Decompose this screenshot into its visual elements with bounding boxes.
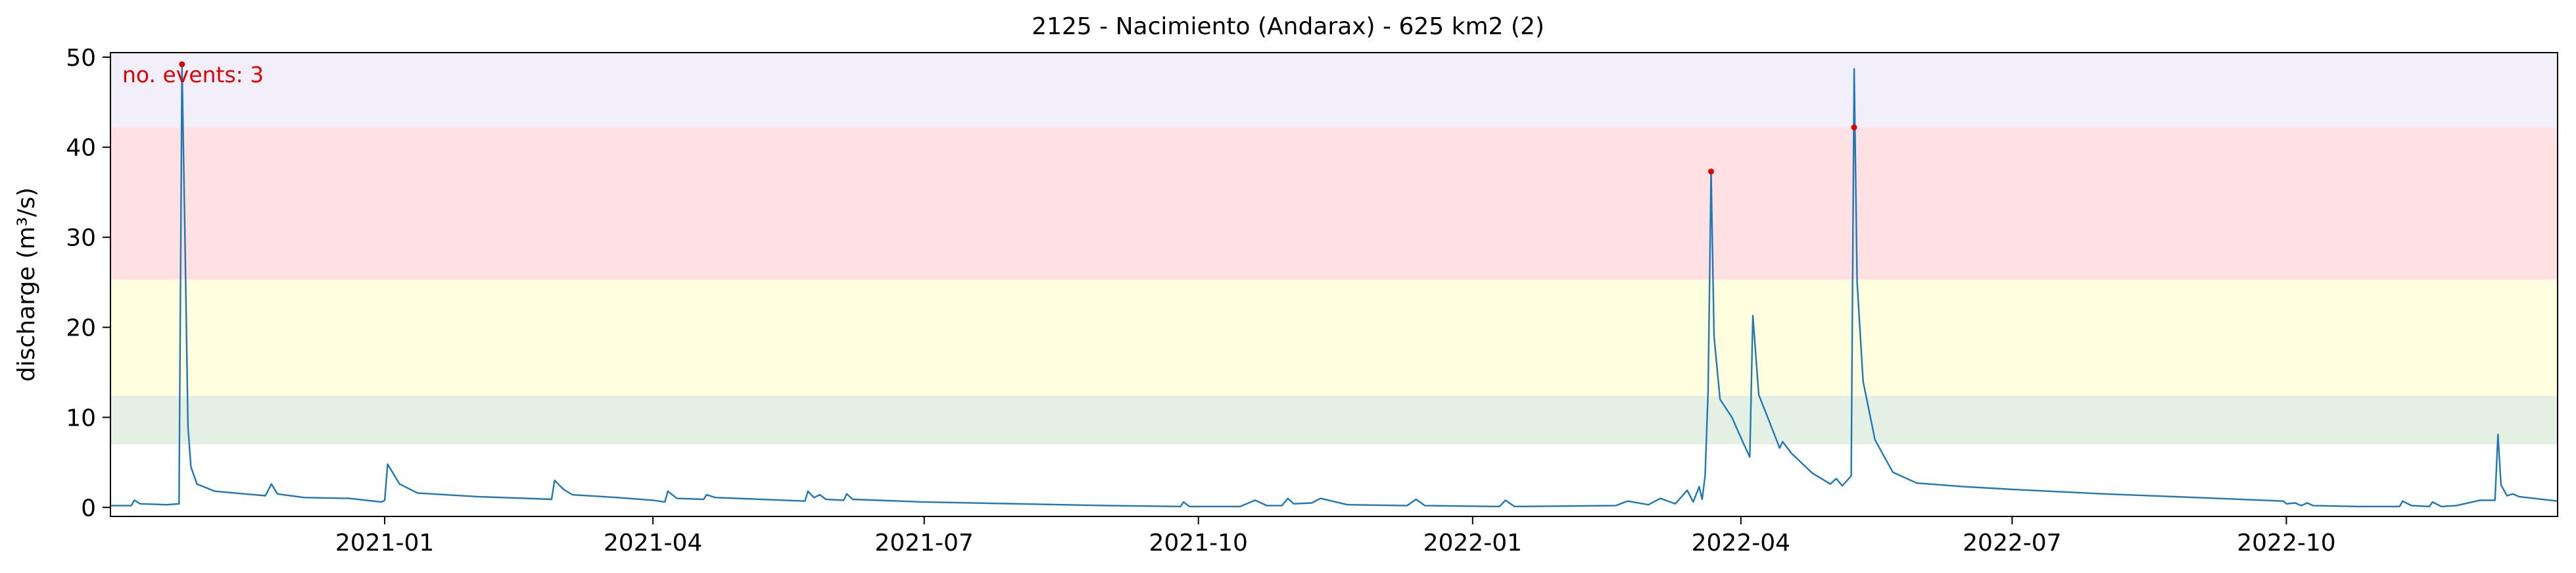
y-axis: 0 10 20 30 40 50 [66,45,110,522]
x-tick-label-1: 2021-04 [604,530,702,557]
threshold-band-1 [110,279,2558,396]
y-tick-label-0: 0 [81,495,96,522]
x-axis: 2021-01 2021-04 2021-07 2021-10 2022-01 2022-… [335,516,2336,557]
plot-frame [110,52,2558,517]
x-tick-label-7: 2022-10 [2237,530,2335,557]
discharge-line [110,63,2558,508]
event-marker-2 [1851,124,1857,131]
y-tick-label-3: 30 [66,225,96,252]
event-markers [179,61,1857,175]
chart-title: 2125 - Nacimiento (Andarax) - 625 km2 (2… [1032,13,1544,40]
event-marker-0 [179,61,185,68]
y-tick-label-2: 20 [66,315,96,342]
event-marker-1 [1707,168,1714,175]
x-tick-label-2: 2021-07 [874,530,973,557]
threshold-band-0 [110,395,2558,445]
x-tick-label-0: 2021-01 [335,530,434,557]
x-tick-label-4: 2022-01 [1423,530,1522,557]
y-axis-label: discharge (m³/s) [13,187,40,382]
x-tick-label-3: 2021-10 [1149,530,1248,557]
x-tick-label-5: 2022-04 [1692,530,1790,557]
y-tick-label-5: 50 [66,45,96,72]
y-tick-label-1: 10 [66,405,96,432]
threshold-bands [110,53,2558,445]
threshold-band-2 [110,127,2558,280]
y-tick-label-4: 40 [66,135,96,162]
event-count-annotation: no. events: 3 [122,62,264,87]
x-tick-label-6: 2022-07 [1963,530,2061,557]
threshold-band-3 [110,53,2558,128]
